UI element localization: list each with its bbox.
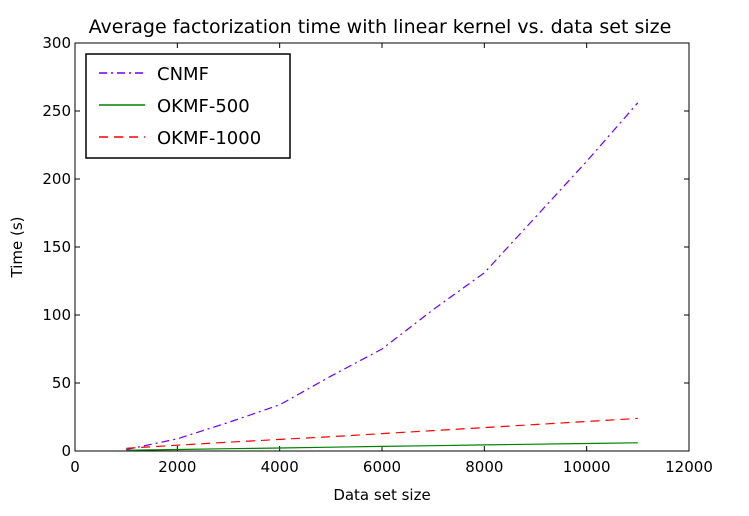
series-line-okmf-500 — [126, 442, 638, 451]
legend-label-okmf-500: OKMF-500 — [157, 96, 250, 117]
y-tick-label: 50 — [52, 374, 71, 392]
y-tick-label: 0 — [61, 442, 71, 460]
x-axis-label: Data set size — [333, 486, 430, 504]
y-tick-label: 200 — [42, 170, 71, 188]
series-line-cnmf — [126, 102, 639, 451]
legend: CNMF OKMF-500 OKMF-1000 — [85, 53, 291, 159]
legend-box — [85, 53, 291, 159]
legend-label-cnmf: CNMF — [157, 64, 209, 85]
x-tick-label: 0 — [70, 458, 80, 476]
y-tick-label: 300 — [42, 34, 71, 52]
x-tick-label: 10000 — [563, 458, 611, 476]
x-tick-label: 12000 — [665, 458, 713, 476]
x-tick-label: 6000 — [363, 458, 401, 476]
y-tick-label: 150 — [42, 238, 71, 256]
series-lines — [126, 102, 639, 451]
series-line-okmf-1000 — [126, 417, 638, 449]
axis-ticks: 0 2000 4000 6000 8000 10000 12000 0 50 100 150 200 2… — [42, 34, 713, 476]
y-axis-label: Time (s) — [8, 217, 26, 279]
x-tick-label: 8000 — [465, 458, 503, 476]
chart-title: Average factorization time with linear k… — [89, 16, 672, 38]
x-tick-label: 4000 — [261, 458, 299, 476]
legend-label-okmf-1000: OKMF-1000 — [157, 128, 261, 149]
y-tick-label: 250 — [42, 102, 71, 120]
y-tick-label: 100 — [42, 306, 71, 324]
x-tick-label: 2000 — [158, 458, 196, 476]
